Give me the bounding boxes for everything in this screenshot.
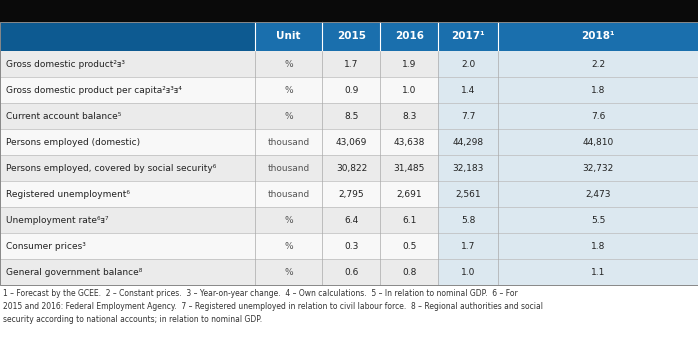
- Text: 7.7: 7.7: [461, 112, 475, 121]
- Bar: [438, 259, 498, 285]
- Bar: [498, 207, 698, 233]
- Bar: [0, 155, 698, 181]
- Text: %: %: [284, 86, 293, 95]
- Text: 2016: 2016: [395, 31, 424, 42]
- Bar: [0, 103, 698, 129]
- Text: 0.9: 0.9: [344, 86, 359, 95]
- Text: 0.8: 0.8: [402, 268, 417, 277]
- Bar: [498, 77, 698, 103]
- Text: 44,298: 44,298: [453, 138, 484, 146]
- Bar: [438, 155, 498, 181]
- Text: 44,810: 44,810: [583, 138, 614, 146]
- Text: %: %: [284, 59, 293, 69]
- Text: %: %: [284, 241, 293, 251]
- Text: %: %: [284, 112, 293, 121]
- Text: 0.6: 0.6: [344, 268, 359, 277]
- Text: Current account balance⁵: Current account balance⁵: [6, 112, 121, 121]
- Text: 2.0: 2.0: [461, 59, 475, 69]
- Text: 2015: 2015: [337, 31, 366, 42]
- Text: 1.7: 1.7: [461, 241, 475, 251]
- Text: 0.3: 0.3: [344, 241, 359, 251]
- Text: 31,485: 31,485: [394, 164, 425, 172]
- Bar: [0, 233, 698, 259]
- Text: 2,561: 2,561: [456, 190, 481, 199]
- Bar: [438, 207, 498, 233]
- Text: Gross domestic product per capita²ⱻ³ⱻ⁴: Gross domestic product per capita²ⱻ³ⱻ⁴: [6, 86, 181, 95]
- Text: 1.8: 1.8: [591, 86, 605, 95]
- Bar: [0, 259, 698, 285]
- Text: 2,795: 2,795: [339, 190, 364, 199]
- Bar: [0, 181, 698, 207]
- Text: 1.9: 1.9: [402, 59, 417, 69]
- Text: 43,638: 43,638: [394, 138, 425, 146]
- Text: 6.4: 6.4: [344, 215, 359, 225]
- Bar: [0, 207, 698, 233]
- Text: 1.7: 1.7: [344, 59, 359, 69]
- Bar: [438, 77, 498, 103]
- Bar: [498, 129, 698, 155]
- Text: General government balance⁸: General government balance⁸: [6, 268, 142, 277]
- Bar: [438, 129, 498, 155]
- Bar: [0, 22, 698, 51]
- Bar: [0, 51, 698, 77]
- Text: 2018¹: 2018¹: [581, 31, 615, 42]
- Bar: [438, 233, 498, 259]
- Text: 5.5: 5.5: [591, 215, 605, 225]
- Text: 2017¹: 2017¹: [452, 31, 485, 42]
- Text: 1.0: 1.0: [402, 86, 417, 95]
- Bar: [438, 181, 498, 207]
- Bar: [498, 103, 698, 129]
- Text: 2,473: 2,473: [586, 190, 611, 199]
- Text: Gross domestic product²ⱻ³: Gross domestic product²ⱻ³: [6, 59, 124, 69]
- Bar: [0, 22, 255, 51]
- Text: 32,732: 32,732: [583, 164, 614, 172]
- Text: 5.8: 5.8: [461, 215, 475, 225]
- Text: 30,822: 30,822: [336, 164, 367, 172]
- Bar: [498, 181, 698, 207]
- Text: thousand: thousand: [267, 138, 310, 146]
- Text: 7.6: 7.6: [591, 112, 605, 121]
- Bar: [498, 259, 698, 285]
- Bar: [438, 51, 498, 77]
- Text: Consumer prices³: Consumer prices³: [6, 241, 85, 251]
- Bar: [0, 129, 698, 155]
- Text: thousand: thousand: [267, 164, 310, 172]
- Bar: [498, 155, 698, 181]
- Text: 6.1: 6.1: [402, 215, 417, 225]
- Text: 8.5: 8.5: [344, 112, 359, 121]
- Text: %: %: [284, 215, 293, 225]
- Text: thousand: thousand: [267, 190, 310, 199]
- Bar: [438, 103, 498, 129]
- Text: 2.2: 2.2: [591, 59, 605, 69]
- Text: Persons employed (domestic): Persons employed (domestic): [6, 138, 140, 146]
- Bar: [0, 0, 698, 22]
- Bar: [498, 233, 698, 259]
- Bar: [0, 77, 698, 103]
- Text: 1.8: 1.8: [591, 241, 605, 251]
- Text: %: %: [284, 268, 293, 277]
- Text: 0.5: 0.5: [402, 241, 417, 251]
- Text: Registered unemployment⁶: Registered unemployment⁶: [6, 190, 130, 199]
- Bar: [0, 22, 698, 285]
- Text: 32,183: 32,183: [453, 164, 484, 172]
- Text: 1.4: 1.4: [461, 86, 475, 95]
- Text: 1.0: 1.0: [461, 268, 475, 277]
- Text: 2,691: 2,691: [396, 190, 422, 199]
- Text: Persons employed, covered by social security⁶: Persons employed, covered by social secu…: [6, 164, 216, 172]
- Text: Unemployment rate⁶ⱻ⁷: Unemployment rate⁶ⱻ⁷: [6, 215, 108, 225]
- Text: 8.3: 8.3: [402, 112, 417, 121]
- Text: 1 – Forecast by the GCEE.  2 – Constant prices.  3 – Year-on-year change.  4 – O: 1 – Forecast by the GCEE. 2 – Constant p…: [3, 289, 544, 324]
- Text: 43,069: 43,069: [336, 138, 367, 146]
- Text: 1.1: 1.1: [591, 268, 605, 277]
- Bar: [498, 51, 698, 77]
- Text: Unit: Unit: [276, 31, 301, 42]
